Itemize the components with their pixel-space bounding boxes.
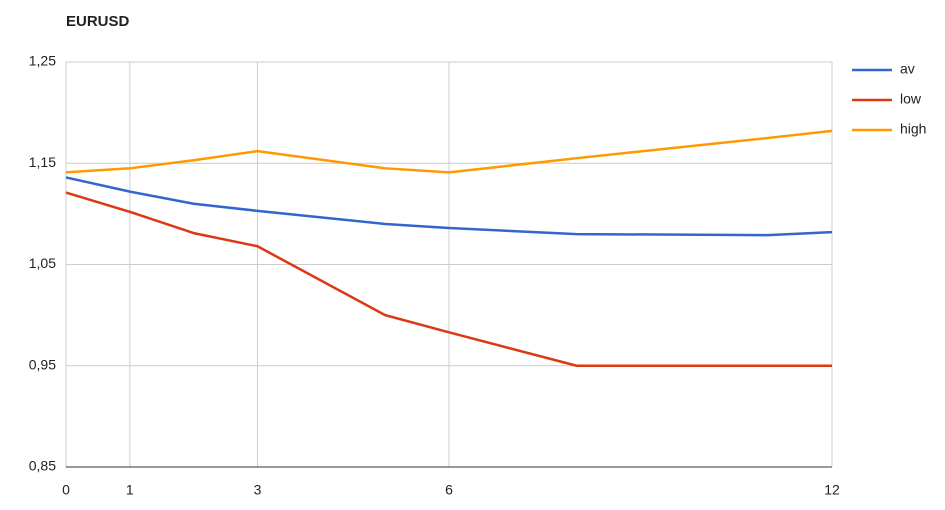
series-line	[65, 129, 833, 174]
legend-label: av	[900, 61, 915, 77]
x-tick-label: 1	[126, 482, 134, 498]
x-tick-label: 12	[824, 482, 840, 498]
x-tick-label: 0	[62, 482, 70, 498]
chart-title: EURUSD	[66, 13, 130, 30]
y-tick-label: 0,95	[29, 356, 56, 372]
series-line	[65, 191, 832, 367]
y-tick-label: 0,85	[29, 458, 56, 474]
series-line	[65, 176, 833, 237]
legend-label: high	[900, 121, 926, 137]
y-tick-label: 1,15	[29, 154, 56, 170]
x-tick-label: 6	[445, 482, 453, 498]
y-tick-label: 1,25	[29, 53, 56, 69]
y-tick-label: 1,05	[29, 255, 56, 271]
legend-label: low	[900, 91, 922, 107]
x-tick-label: 3	[254, 482, 262, 498]
